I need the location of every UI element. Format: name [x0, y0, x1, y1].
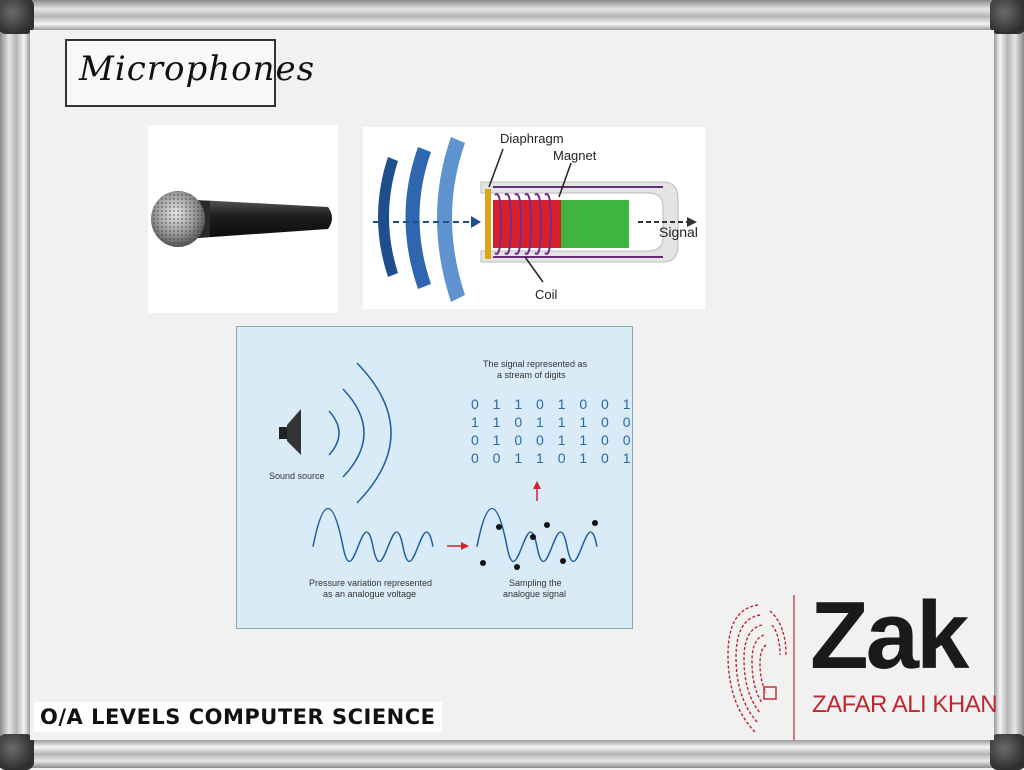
- magnet-housing: [480, 181, 679, 263]
- sound-source-label: Sound source: [269, 471, 325, 481]
- frame-corner-top-right: [990, 0, 1024, 34]
- frame-corner-bottom-left: [0, 734, 34, 770]
- logo-divider: [793, 595, 795, 740]
- sound-wave-arc: [356, 362, 392, 504]
- microphone-icon: [151, 191, 332, 247]
- digit-row: 0 1 1 0 1 0 0 1: [471, 396, 634, 412]
- sound-wave-arc: [378, 157, 398, 277]
- digit-row: 0 0 1 1 0 1 0 1: [471, 450, 634, 466]
- speaker-icon: [279, 409, 301, 455]
- board-frame-top: [0, 0, 1024, 30]
- digit-row: 0 1 0 0 1 1 0 0: [471, 432, 634, 448]
- sound-wave-arc: [437, 137, 465, 302]
- microphone-cross-section-diagram: Diaphragm Magnet Signal Coil: [363, 127, 705, 309]
- sampling-diagram: Sound source The signal represented as a…: [236, 326, 633, 629]
- sampling-label-line-1: Sampling the: [509, 578, 562, 588]
- page-title: Microphones: [79, 49, 316, 89]
- signal-label: Signal: [659, 224, 698, 240]
- diaphragm-label: Diaphragm: [500, 131, 564, 146]
- coil-label: Coil: [535, 287, 558, 302]
- board-frame-right: [994, 0, 1024, 768]
- sampled-wave: [476, 507, 598, 563]
- digit-row: 1 1 0 1 1 1 0 0: [471, 414, 634, 430]
- pressure-label-line-2: as an analogue voltage: [323, 589, 416, 599]
- frame-corner-bottom-right: [990, 734, 1024, 770]
- course-label: O/A LEVELS COMPUTER SCIENCE: [34, 702, 442, 732]
- pressure-label-line-1: Pressure variation represented: [309, 578, 432, 588]
- magnet-green: [561, 200, 629, 248]
- coil: [494, 193, 553, 255]
- logo-wordmark: Zak: [810, 582, 969, 689]
- sound-wave-arc: [342, 388, 365, 478]
- logo-name: ZAFAR ALI KHAN: [812, 691, 998, 718]
- fingerprint-icon: [727, 604, 787, 734]
- stream-title-line-1: The signal represented as: [483, 359, 588, 369]
- frame-corner-top-left: [0, 0, 34, 34]
- brand-logo: Zak ZAFAR ALI KHAN: [720, 582, 1010, 740]
- sampling-label-line-2: analogue signal: [503, 589, 566, 599]
- microphone-photo: [148, 125, 338, 313]
- analogue-wave: [312, 507, 434, 563]
- diaphragm: [485, 189, 491, 259]
- sound-wave-arc: [328, 410, 340, 456]
- sample-points: [480, 520, 598, 570]
- board-frame-left: [0, 0, 30, 768]
- title-box: Microphones: [65, 39, 314, 107]
- sound-wave-arc: [405, 147, 431, 289]
- stream-title-line-2: a stream of digits: [497, 370, 566, 380]
- board-frame-bottom: [0, 740, 1024, 768]
- magnet-label: Magnet: [553, 148, 597, 163]
